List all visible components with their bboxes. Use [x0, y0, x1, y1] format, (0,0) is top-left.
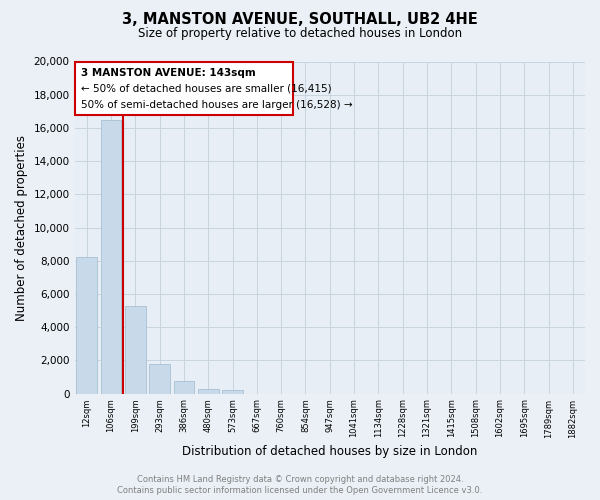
Bar — [149, 364, 170, 394]
Bar — [125, 306, 146, 394]
Text: 50% of semi-detached houses are larger (16,528) →: 50% of semi-detached houses are larger (… — [80, 100, 352, 110]
Bar — [173, 381, 194, 394]
Bar — [198, 388, 218, 394]
Text: Size of property relative to detached houses in London: Size of property relative to detached ho… — [138, 28, 462, 40]
Text: 3 MANSTON AVENUE: 143sqm: 3 MANSTON AVENUE: 143sqm — [80, 68, 255, 78]
Bar — [76, 258, 97, 394]
Text: 3, MANSTON AVENUE, SOUTHALL, UB2 4HE: 3, MANSTON AVENUE, SOUTHALL, UB2 4HE — [122, 12, 478, 28]
Text: Contains public sector information licensed under the Open Government Licence v3: Contains public sector information licen… — [118, 486, 482, 495]
Y-axis label: Number of detached properties: Number of detached properties — [15, 134, 28, 320]
Bar — [101, 120, 121, 394]
Bar — [222, 390, 243, 394]
Text: ← 50% of detached houses are smaller (16,415): ← 50% of detached houses are smaller (16… — [80, 83, 331, 93]
X-axis label: Distribution of detached houses by size in London: Distribution of detached houses by size … — [182, 444, 478, 458]
Text: Contains HM Land Registry data © Crown copyright and database right 2024.: Contains HM Land Registry data © Crown c… — [137, 475, 463, 484]
